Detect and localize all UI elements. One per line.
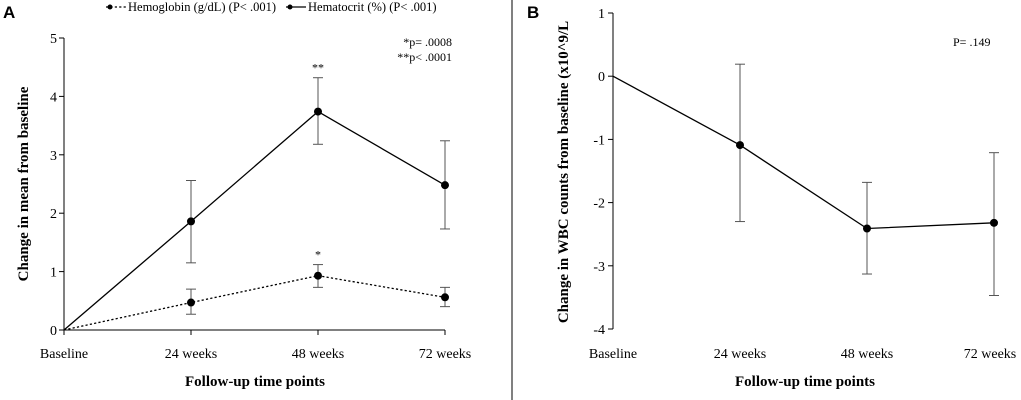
y-tick-label: 3 (50, 149, 57, 164)
panel-b-label: B (527, 3, 539, 22)
legend-hematocrit-marker (287, 4, 293, 10)
x-tick-label: 72 weeks (419, 347, 472, 362)
data-point (441, 293, 449, 302)
panel-a-x-title: Follow-up time points (185, 374, 325, 390)
x-tick-label: 24 weeks (165, 347, 218, 362)
significance-mark: ** (312, 61, 324, 75)
x-tick-label: 48 weeks (292, 347, 345, 362)
legend-hematocrit-label: Hematocrit (%) (P< .001) (308, 0, 437, 14)
y-tick-label: 0 (50, 324, 57, 339)
data-point (187, 298, 195, 307)
y-tick-label: 0 (598, 70, 605, 85)
data-point (736, 141, 744, 150)
y-tick-label: 5 (50, 32, 57, 47)
panel-a-series: *** (63, 61, 450, 331)
panel-b-x-title: Follow-up time points (735, 374, 875, 390)
panel-a-label: A (3, 3, 15, 22)
data-point (187, 217, 195, 226)
y-tick-label: 1 (50, 266, 57, 281)
panel-a-y-title: Change in mean from baseline (16, 86, 32, 281)
panel-b-x-ticks: Baseline 24 weeks 48 weeks 72 weeks (589, 347, 1016, 362)
legend-hemoglobin-label: Hemoglobin (g/dL) (P< .001) (128, 0, 276, 14)
x-tick-label: 48 weeks (841, 347, 894, 362)
panel-b: B 1 0 -1 -2 -3 -4 Baseline 24 weeks 48 weeks 72 … (527, 3, 1016, 390)
y-tick-label: -3 (593, 260, 605, 275)
y-tick-label: 1 (598, 7, 605, 22)
y-tick-label: -1 (593, 133, 605, 148)
panel-a-y-ticks: 0 1 2 3 4 5 (50, 32, 64, 339)
data-point (314, 271, 322, 280)
data-point (863, 224, 871, 233)
x-tick-label: 72 weeks (964, 347, 1017, 362)
y-tick-label: -4 (593, 323, 605, 338)
series-line-1 (63, 110, 446, 331)
x-tick-label: Baseline (589, 347, 637, 362)
panel-a-annotation-2: **p< .0001 (397, 50, 452, 64)
panel-a-annotation-1: *p= .0008 (403, 35, 452, 49)
significance-mark: * (315, 248, 321, 262)
panel-b-annotation: P= .149 (953, 35, 990, 49)
panel-a-legend: Hemoglobin (g/dL) (P< .001) Hematocrit (… (106, 0, 437, 14)
data-point (314, 107, 322, 116)
panel-a: A Hemoglobin (g/dL) (P< .001) Hematocrit… (3, 0, 471, 390)
panel-b-series (612, 63, 999, 297)
data-point (990, 218, 998, 227)
data-point (441, 181, 449, 190)
panel-a-x-ticks: Baseline 24 weeks 48 weeks 72 weeks (40, 330, 471, 362)
legend-hemoglobin-marker (107, 4, 113, 10)
panel-b-y-ticks: 1 0 -1 -2 -3 -4 (593, 7, 613, 338)
series-line-0 (612, 75, 995, 230)
panel-b-y-title: Change in WBC counts from baseline (x10^… (556, 21, 572, 323)
series-line-0 (63, 275, 446, 331)
y-tick-label: -2 (593, 197, 605, 212)
x-tick-label: 24 weeks (714, 347, 767, 362)
x-tick-label: Baseline (40, 347, 88, 362)
y-tick-label: 2 (50, 207, 57, 222)
y-tick-label: 4 (50, 90, 57, 105)
